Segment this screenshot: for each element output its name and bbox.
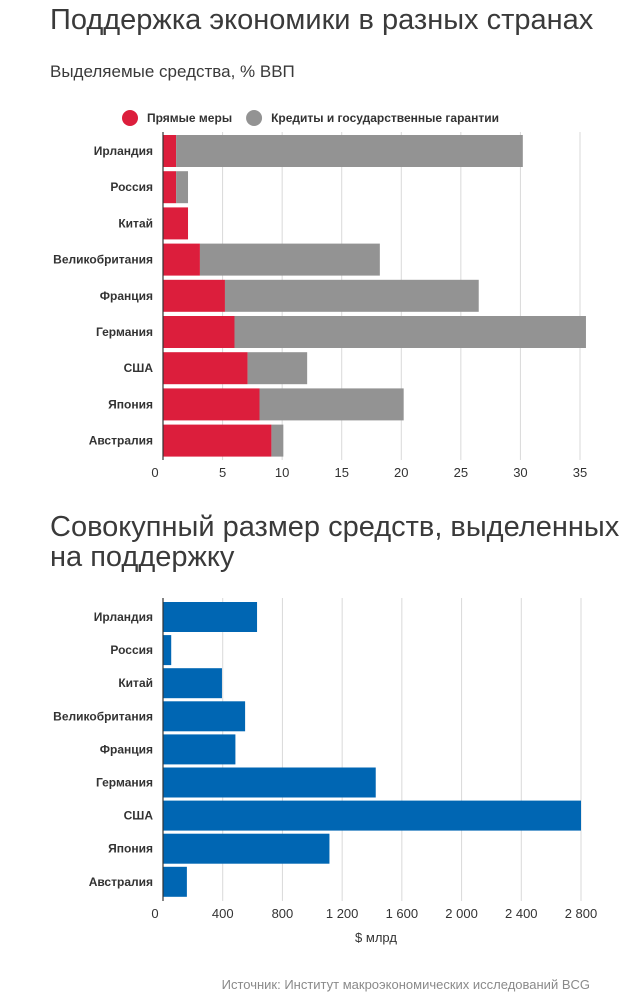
gdp-share-chart: Прямые меры Кредиты и государственные гар… <box>53 110 587 480</box>
category-label: Германия <box>96 325 153 339</box>
bar-primary <box>163 388 260 421</box>
chart2-title: Совокупный размер средств, выделенных на… <box>50 511 620 573</box>
x-axis-title: $ млрд <box>355 930 397 945</box>
category-label: Россия <box>110 643 153 657</box>
category-label: США <box>124 809 154 823</box>
x-tick-label: 2 800 <box>565 906 598 921</box>
x-tick-label: 800 <box>272 906 294 921</box>
legend-label: Прямые меры <box>147 111 232 125</box>
bar-secondary <box>271 424 284 457</box>
bar-secondary <box>176 135 523 167</box>
category-label: Австралия <box>89 434 153 448</box>
category-label: Ирландия <box>94 144 153 158</box>
category-label: Австралия <box>89 875 153 889</box>
bar-primary <box>163 734 236 765</box>
x-tick-label: 15 <box>334 465 348 480</box>
x-tick-label: 0 <box>151 465 158 480</box>
category-label: Франция <box>100 289 153 303</box>
bar-primary <box>163 171 177 204</box>
bar-primary <box>163 316 235 348</box>
bar-primary <box>163 833 330 864</box>
x-tick-label: 25 <box>454 465 468 480</box>
x-tick-label: 1 200 <box>326 906 359 921</box>
bar-secondary <box>176 171 189 204</box>
legend-marker <box>122 110 138 126</box>
bar-primary <box>163 800 581 831</box>
bar-primary <box>163 866 187 897</box>
x-tick-label: 0 <box>151 906 158 921</box>
bar-secondary <box>234 316 586 348</box>
bar-primary <box>163 135 177 167</box>
bar-primary <box>163 424 272 457</box>
category-label: Ирландия <box>94 610 153 624</box>
bar-primary <box>163 668 222 699</box>
x-tick-label: 2 000 <box>445 906 478 921</box>
bar-primary <box>163 243 200 276</box>
bar-primary <box>163 207 189 240</box>
bar-secondary <box>199 243 380 276</box>
bar-primary <box>163 701 246 732</box>
legend-marker <box>246 110 263 126</box>
chart1-title: Поддержка экономики в разных странах <box>50 4 594 36</box>
source-note: Источник: Институт макроэкономических ис… <box>221 977 590 992</box>
x-tick-label: 35 <box>573 465 587 480</box>
bar-primary <box>163 602 258 632</box>
bar-secondary <box>224 279 479 312</box>
category-label: США <box>124 361 154 375</box>
category-label: Франция <box>100 742 153 756</box>
bar-primary <box>163 352 248 385</box>
bar-secondary <box>247 352 308 385</box>
x-tick-label: 5 <box>219 465 226 480</box>
chart1-subtitle: Выделяемые средства, % ВВП <box>50 62 295 81</box>
x-tick-label: 20 <box>394 465 408 480</box>
category-label: Китай <box>118 676 153 690</box>
category-label: Япония <box>108 397 153 411</box>
bar-primary <box>163 279 225 312</box>
category-label: Россия <box>110 180 153 194</box>
bar-primary <box>163 635 172 666</box>
x-tick-label: 2 400 <box>505 906 538 921</box>
category-label: Великобритания <box>53 709 153 723</box>
x-tick-label: 10 <box>275 465 289 480</box>
x-tick-label: 400 <box>212 906 234 921</box>
category-label: Япония <box>108 842 153 856</box>
category-label: Великобритания <box>53 253 153 267</box>
legend-label: Кредиты и государственные гарантии <box>271 111 499 125</box>
category-label: Китай <box>118 216 153 230</box>
bar-secondary <box>259 388 404 421</box>
x-tick-label: 30 <box>513 465 527 480</box>
category-label: Германия <box>96 776 153 790</box>
bar-primary <box>163 767 376 798</box>
x-tick-label: 1 600 <box>386 906 419 921</box>
